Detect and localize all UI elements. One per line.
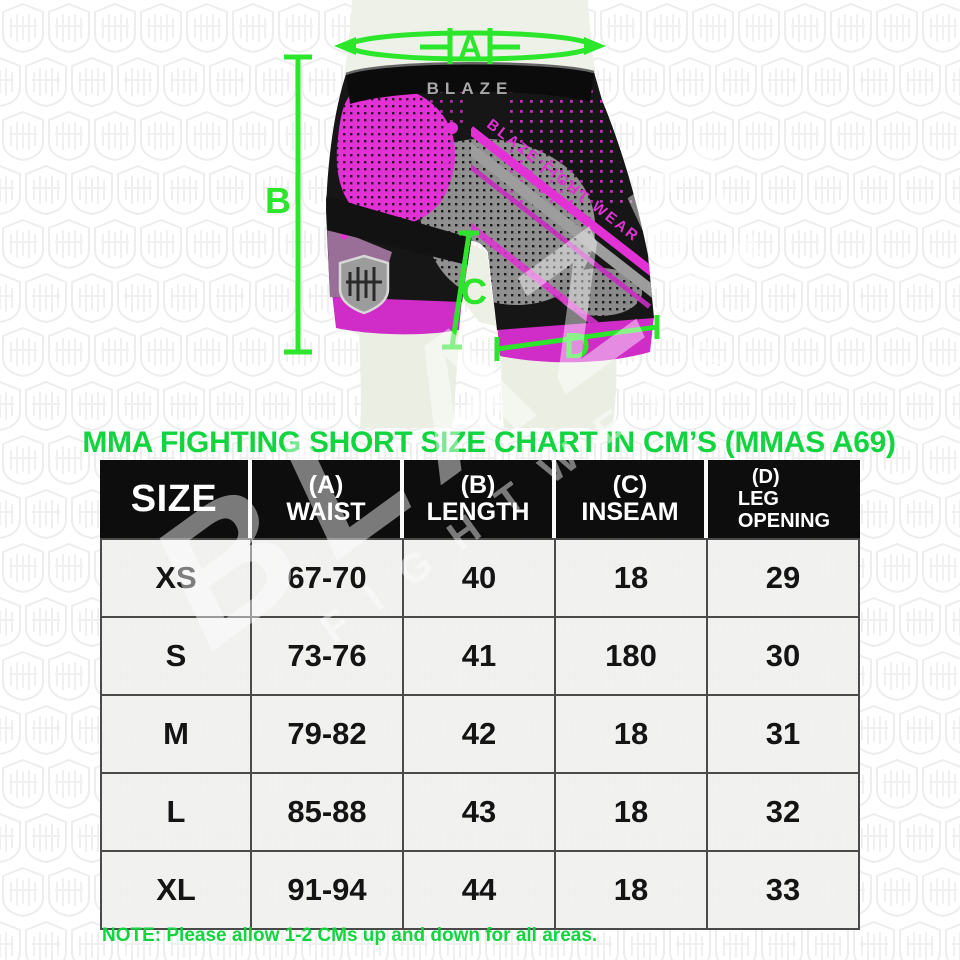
table-header-row: SIZE (A) WAIST (B) LENGTH (C) INSEAM (D)… [100, 460, 860, 538]
length-cell: 41 [404, 616, 556, 694]
measurement-label-a: A [458, 28, 482, 65]
size-chart-title: MMA FIGHTING SHORT SIZE CHART IN CM’S (M… [82, 426, 896, 459]
waistband-brand-text: BLAZE [427, 79, 514, 98]
table-row: XL 91-94 44 18 33 [100, 850, 860, 930]
measurement-line-c [442, 230, 479, 350]
measurement-line-b [284, 54, 312, 355]
arrow-left-icon [334, 37, 356, 55]
mannequin-inner-thigh [462, 243, 496, 326]
table-header-inseam: (C) INSEAM [556, 460, 708, 538]
table-header-waist: (A) WAIST [252, 460, 404, 538]
arrow-right-icon [584, 37, 606, 55]
table-row: S 73-76 41 180 30 [100, 616, 860, 694]
size-chart-table: SIZE (A) WAIST (B) LENGTH (C) INSEAM (D)… [100, 460, 860, 930]
note-text: NOTE: Please allow 1-2 CMs up and down f… [102, 925, 598, 946]
measurement-line-d [494, 315, 660, 361]
measurement-label-d: D [564, 325, 590, 366]
length-cell: 43 [404, 772, 556, 850]
leg-opening-cell: 31 [708, 694, 860, 772]
measurement-annotations: A B C D [265, 28, 660, 366]
inseam-cell: 18 [556, 850, 708, 930]
product-figure: BLAZE FIGHT WEAR BLAZE A B C [265, 0, 660, 428]
length-cell: 44 [404, 850, 556, 930]
table-header-leg-opening: (D) LEG OPENING [708, 460, 860, 538]
measurement-label-b: B [265, 180, 291, 221]
inseam-cell: 18 [556, 772, 708, 850]
inseam-cell: 18 [556, 538, 708, 616]
leg-opening-cell: 32 [708, 772, 860, 850]
waist-cell: 79-82 [252, 694, 404, 772]
leg-opening-cell: 33 [708, 850, 860, 930]
leg-opening-cell: 30 [708, 616, 860, 694]
waist-cell: 85-88 [252, 772, 404, 850]
inseam-cell: 180 [556, 616, 708, 694]
table-header-size: SIZE [100, 460, 252, 538]
size-cell: L [100, 772, 252, 850]
waist-cell: 91-94 [252, 850, 404, 930]
table-row: XS 67-70 40 18 29 [100, 538, 860, 616]
measurement-label-c: C [461, 271, 487, 312]
table-row: M 79-82 42 18 31 [100, 694, 860, 772]
inseam-cell: 18 [556, 694, 708, 772]
length-cell: 40 [404, 538, 556, 616]
diagonal-band [326, 196, 471, 266]
waistband: BLAZE [345, 62, 595, 104]
waist-cell: 67-70 [252, 538, 404, 616]
size-cell: M [100, 694, 252, 772]
size-cell: S [100, 616, 252, 694]
waist-cell: 73-76 [252, 616, 404, 694]
table-header-length: (B) LENGTH [404, 460, 556, 538]
size-cell: XS [100, 538, 252, 616]
brand-shield-logo [338, 254, 390, 315]
length-cell: 42 [404, 694, 556, 772]
size-cell: XL [100, 850, 252, 930]
leg-opening-cell: 29 [708, 538, 860, 616]
table-row: L 85-88 43 18 32 [100, 772, 860, 850]
